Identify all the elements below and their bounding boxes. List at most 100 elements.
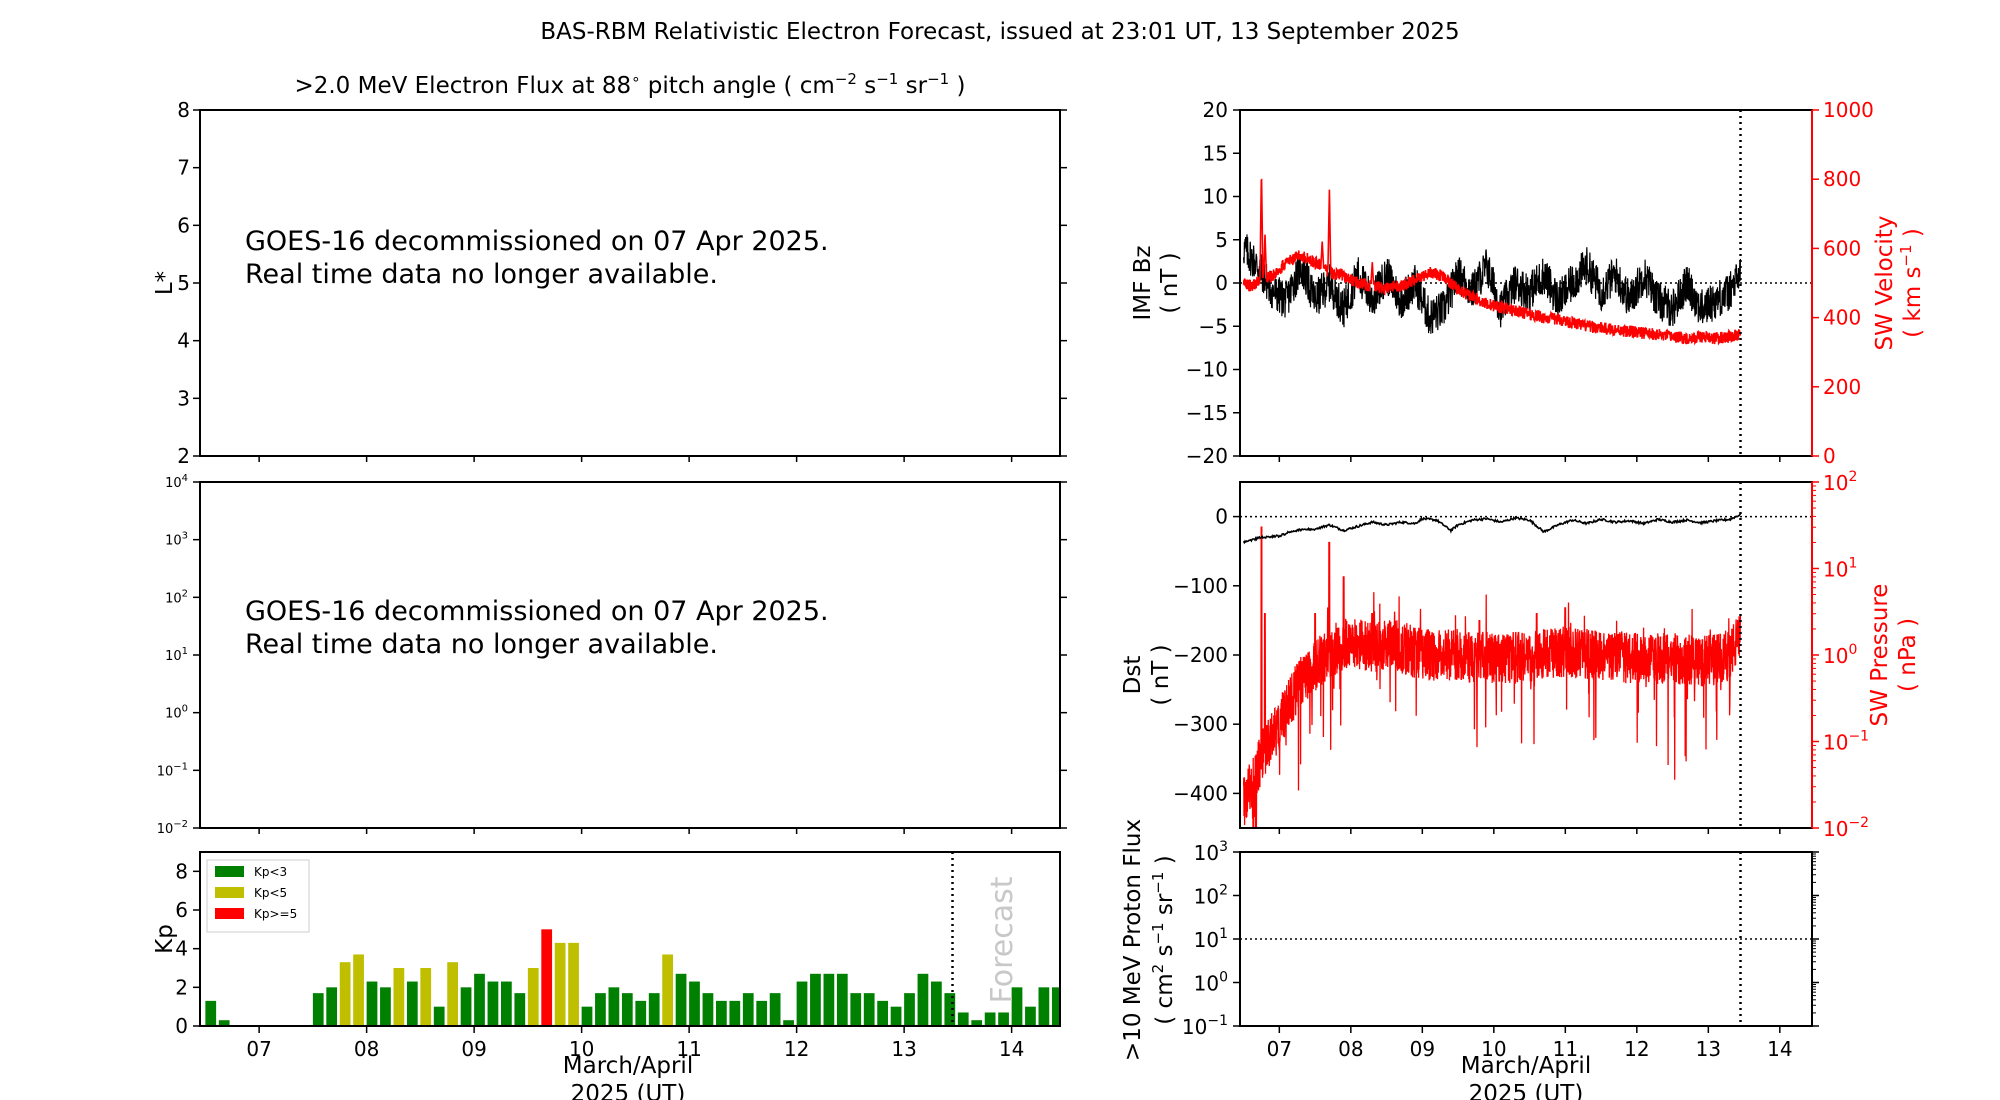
sw-pressure-ytick-label: 101: [1823, 556, 1857, 582]
dst-ytick-label: 0: [1215, 505, 1228, 529]
kp-xtick-label: 12: [784, 1037, 809, 1061]
imf-axis-label-line1: IMF Bz: [1130, 245, 1156, 320]
proton-ytick-label: 103: [1194, 839, 1228, 865]
sw-velocity-ytick-label: 200: [1823, 375, 1861, 399]
kp-bar: [581, 1006, 593, 1026]
sw-velocity-label-line2: ( km s−1 ): [1897, 228, 1926, 338]
kp-xtick-label: 08: [354, 1037, 379, 1061]
kp-xtick-label: 09: [461, 1037, 486, 1061]
lstar-axis-label: L*: [152, 271, 178, 295]
kp-bar: [474, 973, 485, 1026]
sw-velocity-ytick-label: 0: [1823, 444, 1836, 468]
flux-log-ytick-label: 100: [165, 704, 188, 722]
kp-xtick-label: 13: [891, 1037, 916, 1061]
proton-panel: 10−1 100 101 102 103 07 08 09 10 11 12 13 14 >10 MeV…: [1120, 819, 1819, 1100]
kp-bar: [944, 993, 956, 1026]
imf-ytick-label: 15: [1203, 141, 1228, 165]
kp-xtick-label: 10: [569, 1037, 594, 1061]
kp-bar: [205, 1000, 217, 1026]
kp-bar: [527, 968, 539, 1026]
kp-bar: [662, 954, 673, 1026]
kp-bar: [1025, 1006, 1036, 1026]
kp-bar: [702, 993, 714, 1026]
sw-pressure-line: [1242, 526, 1742, 829]
imf-ytick-label: 10: [1203, 185, 1228, 209]
sw-pressure-ytick-label: 10−1: [1823, 729, 1869, 755]
proton-xtick-label: 09: [1410, 1037, 1435, 1061]
kp-bar: [487, 981, 499, 1026]
kp-ytick-label: 2: [175, 975, 188, 999]
imf-ytick-label: 20: [1203, 98, 1228, 122]
kp-bar: [353, 954, 364, 1026]
lstar-ytick-label: 2: [177, 444, 190, 468]
kp-bar: [769, 993, 781, 1026]
lstar-ytick-label: 3: [177, 386, 190, 410]
dst-ytick-label: −400: [1173, 781, 1228, 805]
kp-bar: [326, 987, 338, 1026]
kp-bar: [998, 1012, 1009, 1026]
kp-frame: [199, 851, 1061, 1027]
sw-pressure-label-line1: SW Pressure: [1867, 584, 1893, 727]
flux-lstar-panel: 2 3 4 5 6 7 8 L* GOES-16 decommissioned on 07 …: [152, 98, 1067, 468]
sw-velocity-line: [1242, 178, 1742, 346]
sw-pressure-ytick-label: 102: [1823, 469, 1857, 495]
kp-legend-high: Kp>=5: [254, 907, 297, 921]
dst-ytick-label: −300: [1173, 712, 1228, 736]
dst-axes: −400 −300 −200 −100 0 10−2 10−1 100 101 102: [1173, 469, 1869, 841]
proton-plot: [1240, 852, 1812, 1026]
dst-ytick-label: −100: [1173, 574, 1228, 598]
imf-ytick-label: 5: [1215, 228, 1228, 252]
dst-plot: [1240, 482, 1812, 829]
proton-xtick-label: 14: [1767, 1037, 1792, 1061]
kp-bar: [595, 993, 606, 1026]
lstar-ytick-label: 5: [177, 271, 190, 295]
kp-bar: [783, 1020, 794, 1026]
proton-xtick-label: 10: [1481, 1037, 1506, 1061]
dst-panel: −400 −300 −200 −100 0 10−2 10−1 100 101 102 Dst (…: [1120, 469, 1921, 841]
kp-bar: [836, 973, 848, 1026]
kp-bar: [621, 993, 633, 1026]
imf-ytick-label: −5: [1199, 314, 1228, 338]
proton-xlabel-line2: 2025 (UT): [1469, 1081, 1584, 1100]
sw-velocity-ytick-label: 800: [1823, 167, 1861, 191]
kp-bar: [675, 973, 687, 1026]
kp-axes: 0 2 4 6 8 07 08 09 10 11 12 13 14: [175, 852, 1024, 1061]
sw-pressure-label-line2: ( nPa ): [1895, 618, 1921, 692]
lstar-y-axis: 2 3 4 5 6 7 8: [177, 98, 1067, 468]
kp-bar: [823, 973, 835, 1026]
figure-title: BAS-RBM Relativistic Electron Forecast, …: [540, 19, 1459, 45]
proton-axis-label-line2: ( cm2 s−1 sr−1 ): [1149, 855, 1178, 1024]
kp-legend-low: Kp<3: [254, 865, 287, 879]
kp-bar: [501, 981, 512, 1026]
lstar-ytick-label: 7: [177, 156, 190, 180]
kp-xtick-label: 11: [676, 1037, 701, 1061]
flux-log-ytick-label: 10−2: [157, 819, 188, 837]
flux-log-message-line2: Real time data no longer available.: [245, 629, 718, 660]
proton-xtick-label: 11: [1553, 1037, 1578, 1061]
imf-ytick-label: −15: [1186, 401, 1228, 425]
kp-bar: [971, 1020, 983, 1026]
dst-axis-label-line1: Dst: [1120, 656, 1146, 695]
kp-bar: [1051, 987, 1060, 1026]
kp-legend-swatch-high: [215, 908, 244, 919]
proton-axis-label-line1: >10 MeV Proton Flux: [1120, 819, 1146, 1061]
proton-xtick-label: 12: [1624, 1037, 1649, 1061]
dst-axis-label-line2: ( nT ): [1148, 644, 1174, 705]
proton-ytick-label: 102: [1194, 883, 1228, 909]
kp-bar: [554, 942, 566, 1026]
kp-legend-swatch-mid: [215, 887, 244, 898]
proton-xtick-label: 07: [1267, 1037, 1292, 1061]
proton-xtick-label: 13: [1696, 1037, 1721, 1061]
kp-ytick-label: 0: [175, 1014, 188, 1038]
imf-plot: [1240, 110, 1812, 456]
kp-xtick-label: 07: [246, 1037, 271, 1061]
proton-xlabel-line1: March/April: [1461, 1053, 1591, 1079]
imf-ytick-label: −10: [1186, 358, 1228, 382]
kp-panel: 0 2 4 6 8 07 08 09 10 11 12 13 14 Forecast Kp Kp<3 K…: [152, 851, 1061, 1100]
flux-log-y-axis: 10−2 10−1 100 101 102 103 104: [157, 473, 1067, 837]
kp-bar: [1011, 987, 1023, 1026]
kp-legend-mid: Kp<5: [254, 886, 287, 900]
